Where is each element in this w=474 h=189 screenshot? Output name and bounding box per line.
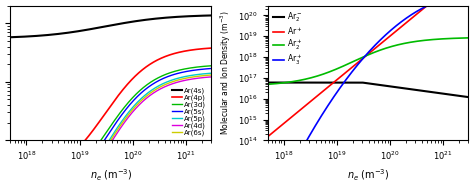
Line: Ar(4d): Ar(4d) bbox=[10, 77, 211, 189]
$\mathrm{Ar_3^+}$ bbox=[317, 118, 322, 120]
Legend: $\mathrm{Ar_2^-}$, $\mathrm{Ar^+}$, $\mathrm{Ar_2^+}$, $\mathrm{Ar_3^+}$: $\mathrm{Ar_2^-}$, $\mathrm{Ar^+}$, $\ma… bbox=[272, 9, 304, 68]
Line: Ar(6s): Ar(6s) bbox=[10, 75, 211, 189]
$\mathrm{Ar_2^+}$ bbox=[301, 78, 306, 81]
$\mathrm{Ar^+}$ bbox=[399, 25, 405, 28]
Ar(4d) bbox=[142, 99, 147, 101]
Ar(4s) bbox=[209, 14, 214, 17]
Ar(4p) bbox=[43, 170, 49, 172]
Ar(4s) bbox=[142, 19, 147, 21]
$\mathrm{Ar^+}$ bbox=[465, 2, 471, 4]
X-axis label: $n_e$ (m$^{-3}$): $n_e$ (m$^{-3}$) bbox=[347, 168, 389, 184]
Ar(6s) bbox=[159, 85, 164, 87]
Line: $\mathrm{Ar_2^-}$: $\mathrm{Ar_2^-}$ bbox=[268, 83, 468, 97]
Ar(4s) bbox=[43, 34, 49, 36]
Legend: Ar(4s), Ar(4p), Ar(3d), Ar(5s), Ar(5p), Ar(4d), Ar(6s): Ar(4s), Ar(4p), Ar(3d), Ar(5s), Ar(5p), … bbox=[171, 87, 208, 137]
$\mathrm{Ar_2^-}$ bbox=[317, 81, 322, 84]
Ar(6s) bbox=[142, 97, 147, 99]
$\mathrm{Ar_2^-}$ bbox=[399, 87, 405, 89]
$\mathrm{Ar_2^+}$ bbox=[317, 74, 322, 77]
$\mathrm{Ar^+}$ bbox=[383, 38, 389, 40]
Ar(4s) bbox=[99, 26, 104, 28]
Line: $\mathrm{Ar_3^+}$: $\mathrm{Ar_3^+}$ bbox=[268, 0, 468, 161]
Line: $\mathrm{Ar_2^+}$: $\mathrm{Ar_2^+}$ bbox=[268, 38, 468, 84]
Ar(4s) bbox=[126, 21, 132, 23]
Ar(5s) bbox=[209, 67, 214, 70]
$\mathrm{Ar_2^-}$ bbox=[301, 81, 306, 84]
Ar(5p) bbox=[99, 152, 104, 154]
$\mathrm{Ar^+}$ bbox=[428, 2, 433, 4]
$\mathrm{Ar_2^+}$ bbox=[416, 40, 422, 42]
Ar(3d) bbox=[142, 86, 147, 88]
$\mathrm{Ar_2^+}$ bbox=[399, 43, 405, 45]
Ar(5p) bbox=[126, 111, 132, 113]
Line: Ar(4p): Ar(4p) bbox=[10, 48, 211, 179]
Ar(6s) bbox=[126, 113, 132, 115]
Ar(3d) bbox=[59, 184, 65, 186]
$\mathrm{Ar_2^-}$ bbox=[416, 89, 422, 91]
$\mathrm{Ar^+}$ bbox=[416, 11, 422, 13]
Ar(4d) bbox=[159, 87, 164, 89]
Ar(5p) bbox=[209, 72, 214, 74]
Line: Ar(5p): Ar(5p) bbox=[10, 73, 211, 189]
Ar(4p) bbox=[142, 67, 147, 69]
Ar(4p) bbox=[99, 118, 104, 120]
Ar(4d) bbox=[126, 116, 132, 118]
Ar(3d) bbox=[99, 139, 104, 141]
Line: Ar(5s): Ar(5s) bbox=[10, 68, 211, 189]
Ar(3d) bbox=[159, 75, 164, 77]
Ar(4s) bbox=[159, 17, 164, 19]
$\mathrm{Ar^+}$ bbox=[356, 61, 361, 63]
Ar(5p) bbox=[142, 94, 147, 97]
Ar(5s) bbox=[126, 105, 132, 107]
Ar(4s) bbox=[59, 32, 65, 35]
$\mathrm{Ar_3^+}$ bbox=[356, 63, 361, 65]
$\mathrm{Ar_3^+}$ bbox=[301, 146, 306, 148]
Ar(4d) bbox=[99, 157, 104, 159]
$\mathrm{Ar_2^+}$ bbox=[265, 83, 271, 85]
Ar(4p) bbox=[159, 57, 164, 59]
Ar(6s) bbox=[99, 154, 104, 156]
$\mathrm{Ar^+}$ bbox=[265, 136, 271, 138]
$\mathrm{Ar^+}$ bbox=[317, 93, 322, 95]
$\mathrm{Ar_2^-}$ bbox=[356, 81, 361, 84]
$\mathrm{Ar_2^+}$ bbox=[465, 37, 471, 39]
$\mathrm{Ar_2^-}$ bbox=[265, 81, 271, 84]
$\mathrm{Ar^+}$ bbox=[301, 106, 306, 109]
Ar(4d) bbox=[209, 76, 214, 78]
$\mathrm{Ar_2^+}$ bbox=[383, 47, 389, 49]
Ar(6s) bbox=[209, 74, 214, 76]
Ar(4p) bbox=[8, 178, 13, 180]
Ar(4p) bbox=[209, 47, 214, 49]
Ar(5s) bbox=[99, 144, 104, 146]
$\mathrm{Ar_3^+}$ bbox=[383, 33, 389, 36]
$\mathrm{Ar_3^+}$ bbox=[265, 160, 271, 162]
$\mathrm{Ar_2^+}$ bbox=[356, 58, 361, 60]
Line: Ar(4s): Ar(4s) bbox=[10, 15, 211, 37]
Ar(4p) bbox=[59, 161, 65, 163]
Ar(5p) bbox=[159, 83, 164, 85]
$\mathrm{Ar_2^-}$ bbox=[383, 85, 389, 87]
Ar(3d) bbox=[209, 65, 214, 67]
Ar(3d) bbox=[126, 101, 132, 103]
Ar(5s) bbox=[142, 89, 147, 91]
$\mathrm{Ar_2^-}$ bbox=[465, 96, 471, 98]
Ar(4s) bbox=[8, 36, 13, 38]
Y-axis label: Molecular and Ion Density (m$^{-3}$): Molecular and Ion Density (m$^{-3}$) bbox=[218, 11, 233, 135]
Ar(5s) bbox=[159, 78, 164, 80]
X-axis label: $n_e$ (m$^{-3}$): $n_e$ (m$^{-3}$) bbox=[90, 168, 132, 184]
Line: $\mathrm{Ar^+}$: $\mathrm{Ar^+}$ bbox=[268, 3, 468, 137]
$\mathrm{Ar_3^+}$ bbox=[399, 20, 405, 23]
Line: Ar(3d): Ar(3d) bbox=[10, 66, 211, 189]
$\mathrm{Ar_3^+}$ bbox=[416, 9, 422, 11]
Ar(4p) bbox=[126, 82, 132, 84]
